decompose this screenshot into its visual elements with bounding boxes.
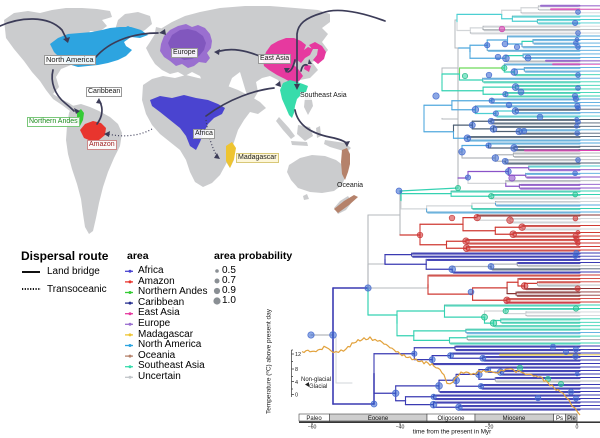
svg-text:Paleo: Paleo (306, 416, 322, 422)
svg-text:Eocene: Eocene (368, 416, 389, 422)
svg-text:Miocene: Miocene (503, 416, 526, 422)
svg-text:−40: −40 (396, 425, 405, 431)
svg-text:−20: −20 (485, 425, 494, 431)
svg-text:Ple: Ple (567, 416, 576, 422)
svg-text:0: 0 (576, 425, 579, 431)
svg-text:12: 12 (295, 352, 301, 358)
svg-text:8: 8 (295, 367, 298, 373)
svg-text:0: 0 (295, 393, 298, 399)
svg-text:4: 4 (295, 380, 298, 386)
svg-text:Oligocene: Oligocene (437, 416, 465, 422)
svg-text:time from the present in Myr: time from the present in Myr (413, 429, 491, 436)
svg-text:Ps: Ps (556, 416, 563, 422)
svg-text:−60: −60 (308, 425, 317, 431)
